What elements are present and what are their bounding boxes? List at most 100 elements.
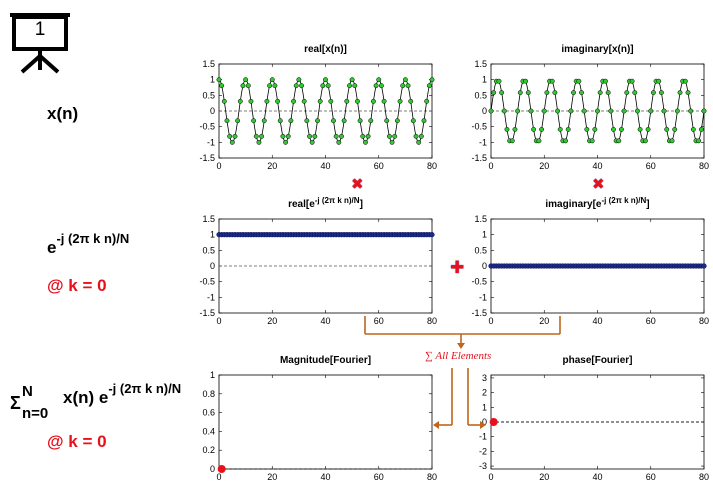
signal-point (331, 118, 336, 124)
signal-point (235, 118, 241, 124)
x-tick-label: 0 (488, 316, 493, 326)
fourier-point (489, 418, 498, 426)
y-tick-label: 1 (210, 230, 215, 240)
signal-point (264, 98, 270, 104)
signal-point (323, 77, 328, 83)
y-tick-label: 0 (482, 261, 487, 271)
signal-point (576, 78, 582, 84)
flow-arrows (364, 316, 561, 429)
kernel-exponent: -j (2π k n)/N (56, 231, 130, 246)
x-tick-label: 80 (427, 316, 437, 326)
signal-point (360, 133, 366, 139)
y-tick-label: -1.5 (199, 308, 215, 318)
signal-point (563, 138, 568, 144)
signal-point (408, 98, 414, 104)
signal-point (301, 98, 307, 104)
signal-point (488, 108, 494, 114)
signal-point (658, 90, 664, 96)
y-tick-label: -1 (479, 137, 487, 147)
presentation-board-icon (10, 13, 70, 74)
signal-point (373, 83, 379, 89)
signal-point (541, 108, 547, 114)
plot-title-exponent: -j (2π k n)/N (602, 196, 647, 205)
y-tick-label: 3 (482, 373, 487, 383)
y-tick-label: -1 (207, 292, 215, 302)
y-tick-label: -1.5 (471, 308, 487, 318)
signal-point (525, 90, 531, 96)
signal-point (642, 138, 648, 144)
signal-point (619, 126, 624, 132)
signal-point (368, 118, 374, 124)
signal-point (291, 98, 296, 104)
x-tick-label: 40 (320, 316, 330, 326)
plot-title: imaginary[e-j (2π k n)/N] (545, 196, 649, 210)
chart-imag_x: imaginary[x(n)] 0 20 40 60 80 1.5 1 0.5 0 -0.5 -1 -1… (471, 44, 709, 171)
signal-point (555, 108, 561, 114)
signal-point (509, 138, 515, 144)
signal-point (690, 126, 696, 132)
signal-point (251, 118, 257, 124)
signal-point (579, 90, 584, 96)
arrow-mag-head (433, 421, 439, 429)
y-tick-label: -0.5 (471, 277, 487, 287)
y-tick-label: 1.5 (202, 59, 215, 69)
y-tick-label: 0.2 (202, 445, 215, 455)
plot-title-text: imaginary[e (545, 199, 602, 210)
signal-point (243, 77, 249, 83)
signal-point (394, 118, 400, 124)
y-tick-label: 0 (210, 464, 215, 474)
y-tick-label: 0 (210, 261, 215, 271)
signal-point (229, 139, 235, 145)
signal-point (677, 90, 683, 96)
y-tick-label: 0 (482, 106, 487, 116)
signal-point (672, 126, 678, 132)
x-tick-label: 40 (592, 472, 602, 482)
x-tick-label: 0 (216, 161, 221, 171)
signal-point (688, 108, 694, 114)
signal-point (650, 90, 656, 96)
signal-point (632, 90, 638, 96)
signal-point (362, 139, 368, 145)
label-xn: x(n) (47, 104, 79, 123)
signal-point (259, 133, 265, 139)
sum-term: x(n) e-j (2π k n)/N (63, 381, 181, 408)
sum-all-elements-annotation: ∑ All Elements (425, 350, 492, 362)
signal-point (656, 78, 662, 84)
signal-point (605, 90, 611, 96)
x-tick-label: 80 (699, 472, 709, 482)
sum-upper-limit: N (22, 383, 33, 400)
x-tick-label: 80 (427, 472, 437, 482)
signal-point (344, 98, 350, 104)
signal-point (245, 83, 251, 89)
signal-point (378, 83, 384, 89)
signal-point (392, 133, 398, 139)
signal-point (410, 118, 416, 124)
y-tick-label: 1 (482, 402, 487, 412)
fourier-point (217, 465, 226, 473)
signal-point (531, 126, 537, 132)
signal-point (240, 83, 246, 89)
signal-point (299, 83, 304, 89)
signal-point (568, 108, 574, 114)
kernel-base: e (47, 238, 57, 257)
signal-point (309, 139, 315, 145)
signal-point (349, 77, 355, 83)
plot-title-text: phase[Fourier] (562, 355, 632, 366)
signal-point (426, 83, 432, 89)
x-tick-label: 60 (646, 161, 656, 171)
y-tick-label: -1.5 (199, 153, 215, 163)
signal-point (336, 139, 342, 145)
signal-point (418, 133, 424, 139)
plot-title: Magnitude[Fourier] (280, 355, 371, 366)
y-tick-label: 1 (482, 230, 487, 240)
signal-point (592, 126, 598, 132)
signal-point (333, 133, 339, 139)
signal-point (698, 126, 704, 132)
y-tick-label: -0.5 (471, 122, 487, 132)
signal-point (634, 108, 640, 114)
signal-point (624, 90, 630, 96)
y-tick-label: 0.5 (202, 90, 215, 100)
signal-point (621, 108, 627, 114)
signal-point (224, 118, 230, 124)
signal-point (413, 133, 419, 139)
